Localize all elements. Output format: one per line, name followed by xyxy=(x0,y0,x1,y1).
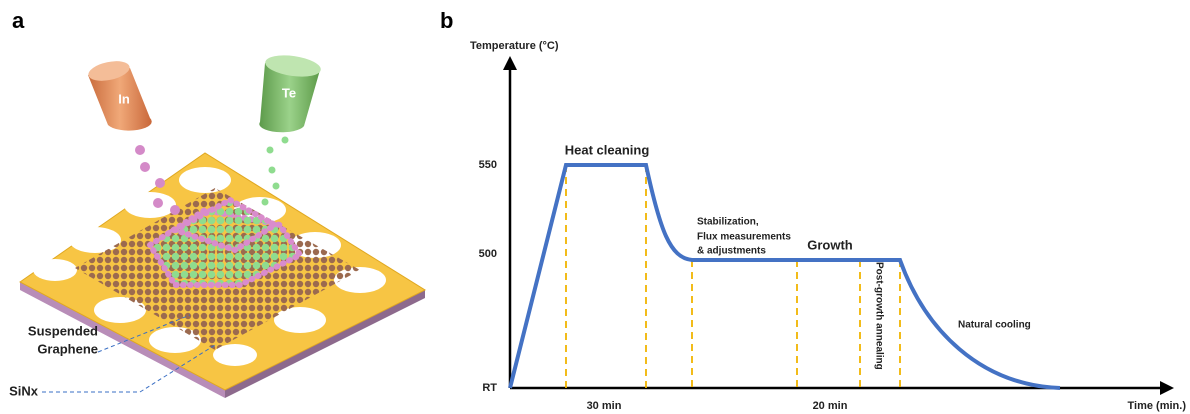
panel-label: b xyxy=(440,8,453,33)
stage-label: Flux measurements xyxy=(697,232,791,243)
source-label: Te xyxy=(282,85,296,100)
stage-label: & adjustments xyxy=(697,246,766,257)
stage-label: Natural cooling xyxy=(958,320,1031,331)
temperature-profile xyxy=(508,163,1061,390)
panel-b: b Temperature (°C) 550 500 RT Heat clean… xyxy=(440,8,1186,412)
stage-label: Post-growth annealing xyxy=(873,262,884,370)
axis-title: Temperature (°C) xyxy=(470,40,559,52)
source-label: In xyxy=(118,91,130,106)
in-atoms xyxy=(135,145,180,215)
te-atoms xyxy=(261,136,289,206)
y-label: 550 xyxy=(479,159,497,171)
stage-label: Heat cleaning xyxy=(565,142,650,157)
duration-label: 30 min xyxy=(587,400,622,412)
annotation: SiNx xyxy=(9,383,39,398)
duration-label: 20 min xyxy=(813,400,848,412)
y-label: RT xyxy=(482,382,497,394)
stage-dividers xyxy=(565,165,901,388)
panel-label: a xyxy=(12,8,25,33)
axis-title: Time (min.) xyxy=(1128,400,1187,412)
y-label: 500 xyxy=(479,248,497,260)
annotation: Graphene xyxy=(37,341,98,356)
annotation: Suspended xyxy=(28,323,98,338)
panel-a: a In Te Suspended Graphene xyxy=(9,8,427,398)
stage-label: Stabilization, xyxy=(697,217,759,228)
stage-label: Growth xyxy=(807,237,853,252)
